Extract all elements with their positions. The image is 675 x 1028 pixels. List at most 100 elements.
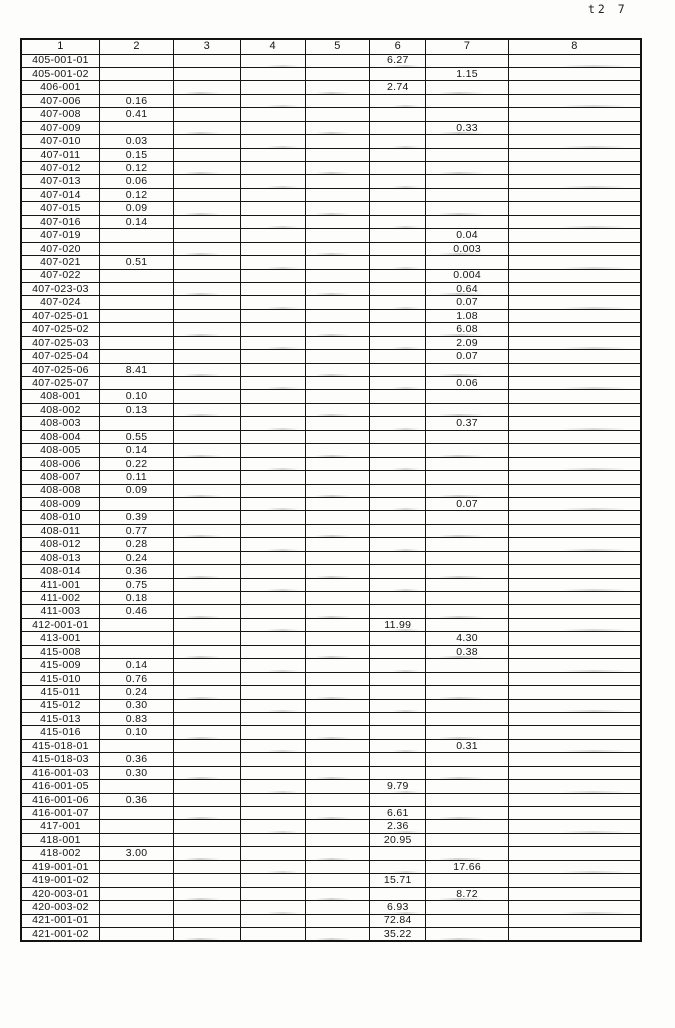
value-cell [369,564,427,579]
value-cell: 0.31 [425,738,509,754]
value-cell [507,577,642,593]
row-id-cell: 415-009 [20,658,100,673]
table-row: 406-001 2.74 [20,80,642,95]
value-cell [425,846,509,861]
value-cell [98,295,175,310]
value-cell [239,120,306,136]
value-cell: 0.03 [98,134,175,149]
value-cell [239,456,306,472]
value-cell [239,66,306,82]
table-row: 405-001-02 1.15 [20,66,642,82]
value-cell [239,375,306,391]
table-row: 415-010 0.76 [20,671,642,687]
value-cell [239,335,306,351]
value-cell [507,483,642,498]
table-row: 407-016 0.14 [20,214,642,230]
table-row: 407-013 0.06 [20,174,642,189]
value-cell [369,241,427,257]
value-cell [173,671,241,687]
value-cell [173,470,241,485]
table-row: 415-008 0.38 [20,644,642,660]
value-cell [369,846,427,861]
column-header: 6 [369,38,427,55]
row-id-cell: 412-001-01 [20,617,100,633]
value-cell [304,402,371,418]
value-cell [507,873,642,888]
value-cell: 72.84 [369,913,427,928]
value-cell [239,792,306,808]
row-id-cell: 405-001-02 [20,66,100,82]
row-id-cell: 408-005 [20,443,100,458]
value-cell [173,228,241,243]
value-cell [507,402,642,418]
table-row: 416-001-06 0.36 [20,792,642,808]
value-cell [425,671,509,687]
table-row: 420-003-02 6.93 [20,900,642,915]
value-cell: 0.04 [425,228,509,243]
value-cell [173,631,241,646]
value-cell [173,886,241,902]
value-cell [239,779,306,794]
value-cell [369,362,427,378]
row-id-cell: 407-021 [20,255,100,270]
value-cell [507,604,642,619]
value-cell [304,590,371,606]
row-id-cell: 405-001-01 [20,53,100,68]
value-cell [425,900,509,915]
row-id-cell: 420-003-01 [20,886,100,902]
value-cell [304,93,371,109]
table-row: 407-021 0.51 [20,255,642,270]
value-cell [239,201,306,216]
value-cell [98,926,175,942]
value-cell [304,685,371,700]
table-row: 407-009 0.33 [20,120,642,136]
value-cell [239,160,306,176]
value-cell [425,362,509,378]
row-id-cell: 415-012 [20,698,100,713]
value-cell [304,228,371,243]
value-cell [173,577,241,593]
value-cell [173,658,241,673]
value-cell [425,658,509,673]
value-cell [173,402,241,418]
value-cell [239,107,306,122]
value-cell [98,322,175,337]
table-row: 419-001-02 15.71 [20,873,642,888]
value-cell [239,496,306,512]
table-row: 405-001-01 6.27 [20,53,642,68]
value-cell [369,510,427,525]
value-cell [173,375,241,391]
value-cell [507,859,642,875]
value-cell [173,644,241,660]
value-cell [369,228,427,243]
row-id-cell: 407-010 [20,134,100,149]
value-cell [98,644,175,660]
value-cell: 0.22 [98,456,175,472]
row-id-cell: 408-012 [20,537,100,552]
value-cell [507,416,642,431]
value-cell [369,147,427,163]
value-cell [369,66,427,82]
value-cell [98,308,175,324]
value-cell [369,416,427,431]
value-cell [425,873,509,888]
value-cell [507,241,642,257]
value-cell [239,725,306,740]
value-cell [98,832,175,848]
row-id-cell: 418-002 [20,846,100,861]
value-cell [98,66,175,82]
value-cell [304,120,371,136]
value-cell [98,416,175,431]
value-cell [425,617,509,633]
value-cell [425,187,509,203]
row-id-cell: 407-014 [20,187,100,203]
value-cell [507,107,642,122]
value-cell [507,752,642,767]
value-cell [507,362,642,378]
value-cell [173,308,241,324]
value-cell [239,362,306,378]
value-cell [239,510,306,525]
value-cell [507,120,642,136]
value-cell [304,658,371,673]
value-cell [369,134,427,149]
